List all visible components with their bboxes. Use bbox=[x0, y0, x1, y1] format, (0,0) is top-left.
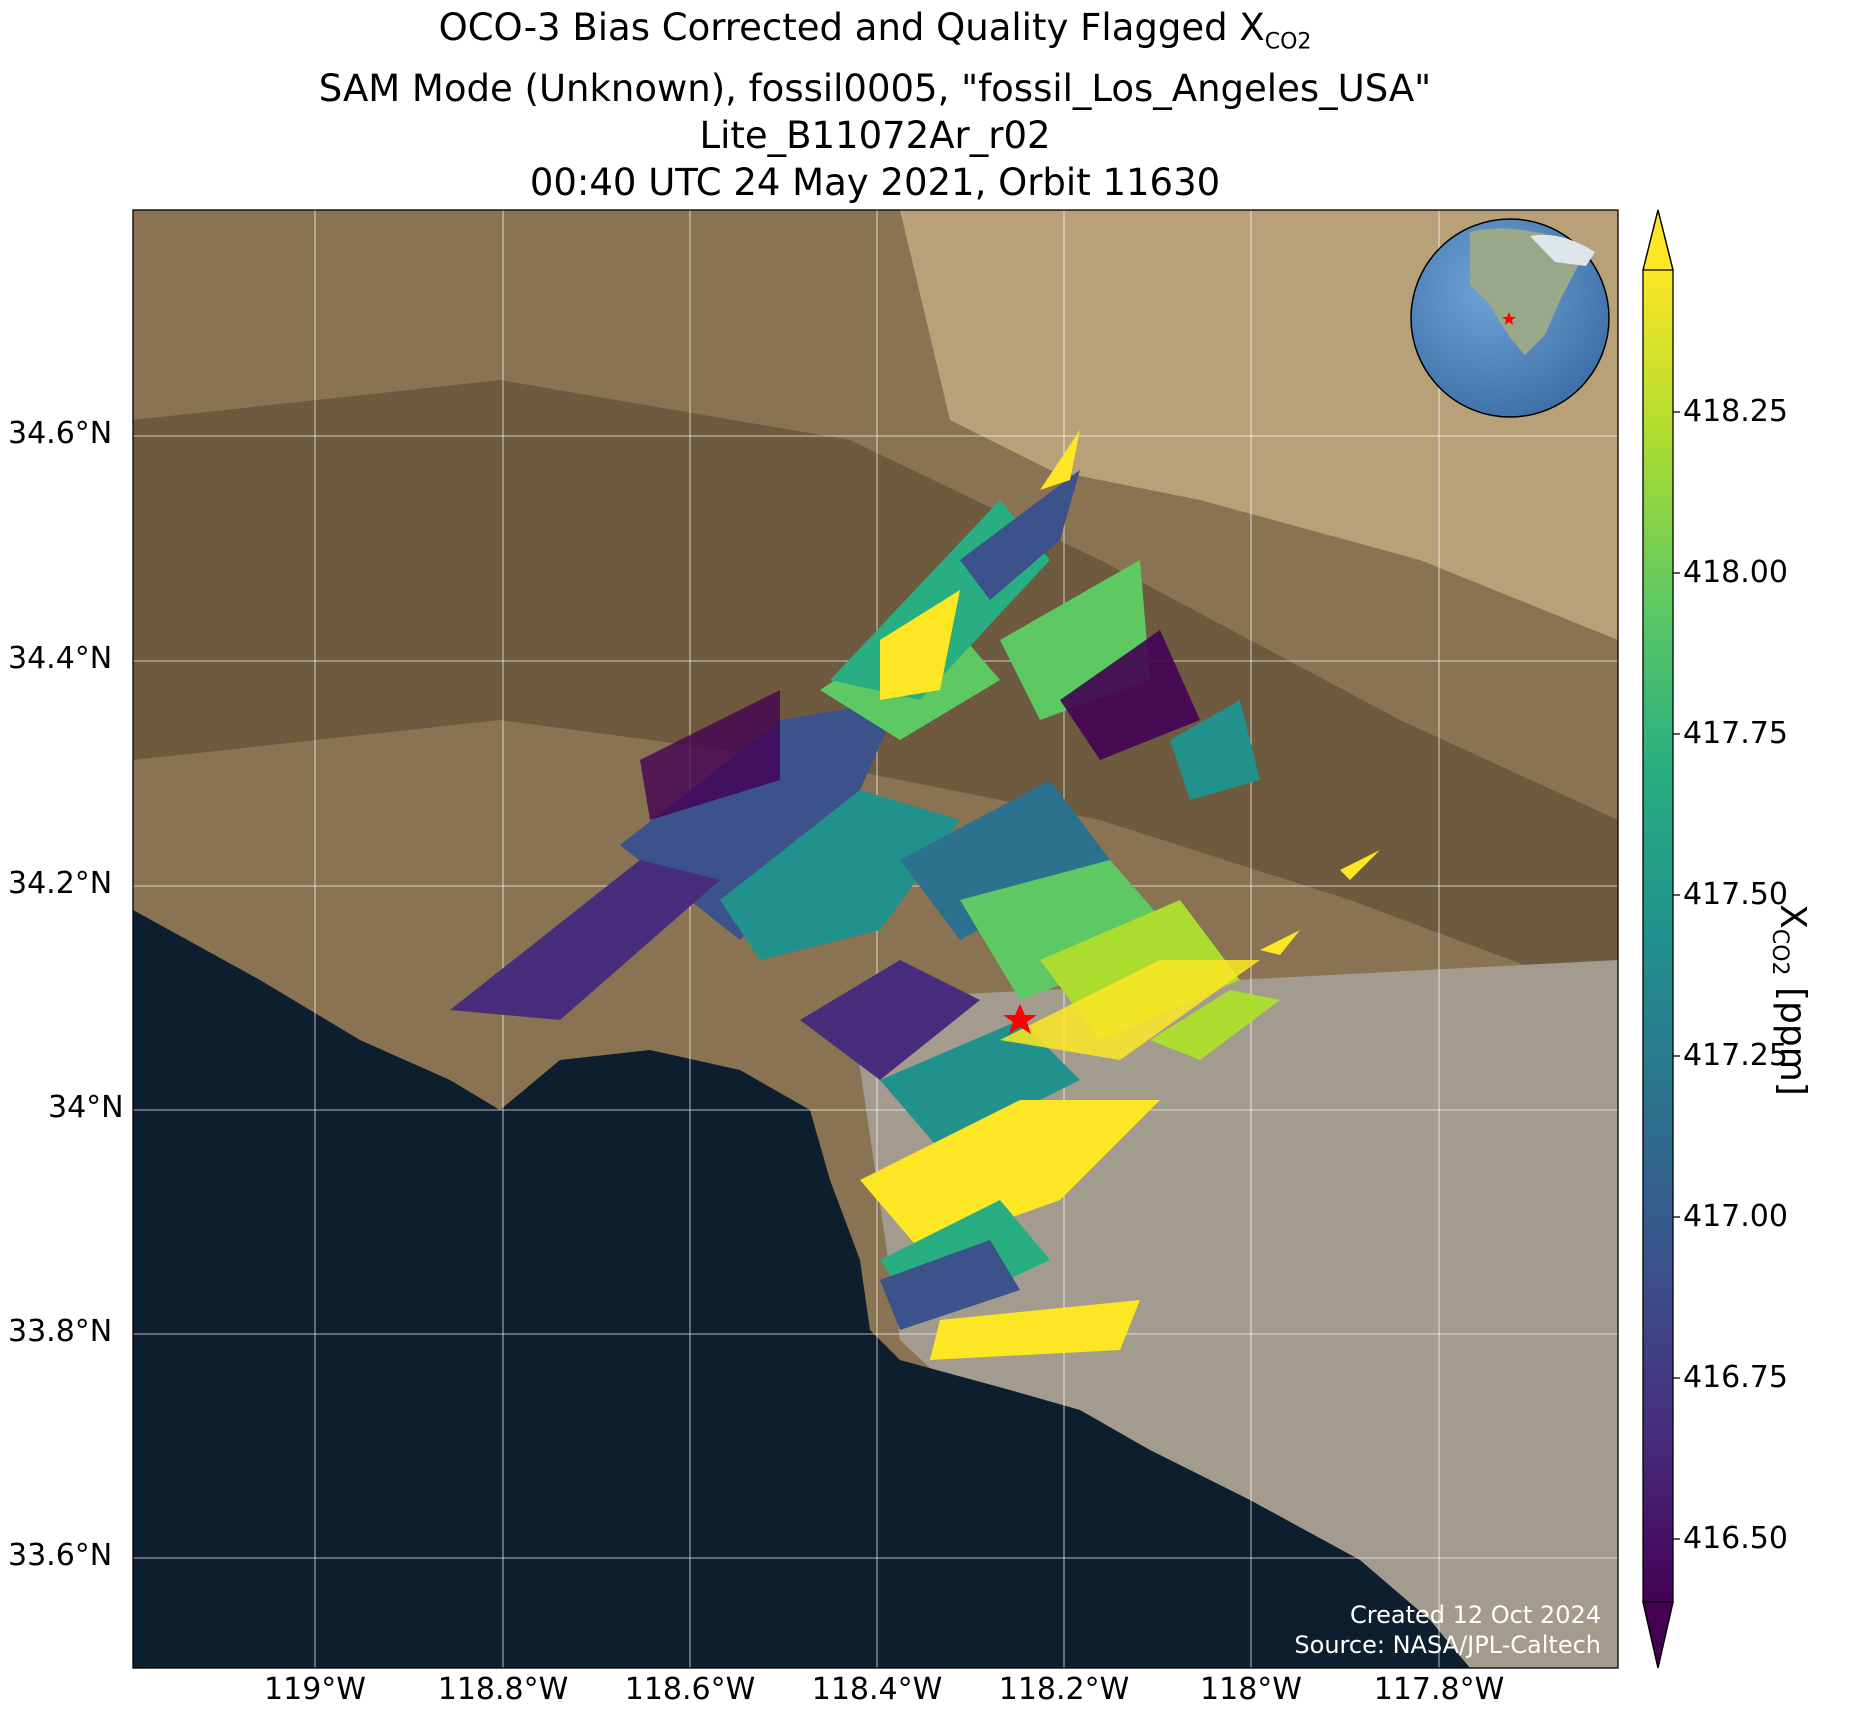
target-star-icon bbox=[1003, 1004, 1037, 1034]
xco2-soundings bbox=[450, 430, 1380, 1360]
title-line-3: Lite_B11072Ar_r02 bbox=[699, 114, 1051, 158]
created-date: Created 12 Oct 2024 bbox=[1350, 1601, 1601, 1629]
colorbar-frame bbox=[1642, 209, 1674, 1669]
colorbar-tick-label: 417.00 bbox=[1683, 1199, 1788, 1234]
lat-tick-label: 33.8°N bbox=[8, 1314, 113, 1349]
ocean bbox=[133, 910, 1470, 1668]
colorbar bbox=[1642, 209, 1680, 1669]
globe-marker-icon bbox=[1502, 312, 1516, 325]
title-line-2: SAM Mode (Unknown), fossil0005, "fossil_… bbox=[318, 67, 1432, 111]
lat-tick-label: 34.4°N bbox=[8, 641, 113, 676]
source-credit: Source: NASA/JPL-Caltech bbox=[1294, 1631, 1601, 1659]
lon-tick-label: 118.8°W bbox=[437, 1672, 569, 1707]
inset-globe bbox=[1410, 218, 1610, 418]
colorbar-tick-label: 418.00 bbox=[1683, 555, 1788, 590]
colorbar-tick-label: 417.75 bbox=[1683, 716, 1788, 751]
lon-tick-label: 118.6°W bbox=[624, 1672, 756, 1707]
title-line-1: OCO-3 Bias Corrected and Quality Flagged… bbox=[438, 6, 1312, 55]
lon-tick-label: 117.8°W bbox=[1373, 1672, 1505, 1707]
colorbar-tick-label: 418.25 bbox=[1683, 394, 1788, 429]
colorbar-extend-min bbox=[1642, 1601, 1674, 1669]
lon-tick-label: 118°W bbox=[1200, 1672, 1302, 1707]
lon-tick-label: 118.4°W bbox=[811, 1672, 943, 1707]
colorbar-tick-label: 417.25 bbox=[1683, 1038, 1788, 1073]
lon-tick-label: 119°W bbox=[264, 1672, 366, 1707]
colorbar-tick-label: 416.75 bbox=[1683, 1360, 1788, 1395]
lat-tick-label: 33.6°N bbox=[8, 1538, 113, 1573]
plot-title: OCO-3 Bias Corrected and Quality Flagged… bbox=[130, 4, 1620, 206]
title-line-4: 00:40 UTC 24 May 2021, Orbit 11630 bbox=[529, 161, 1221, 205]
lat-tick-label: 34°N bbox=[48, 1090, 124, 1125]
colorbar-title: XCO2 [ppm] bbox=[1766, 904, 1814, 1096]
colorbar-tick-label: 416.50 bbox=[1683, 1521, 1788, 1556]
credits: Created 12 Oct 2024 Source: NASA/JPL-Cal… bbox=[1294, 1600, 1601, 1660]
colorbar-tick-label: 417.50 bbox=[1683, 877, 1788, 912]
lon-tick-label: 118.2°W bbox=[998, 1672, 1130, 1707]
lat-tick-label: 34.2°N bbox=[8, 866, 113, 901]
lat-tick-label: 34.6°N bbox=[8, 416, 113, 451]
colorbar-extend-max bbox=[1642, 209, 1674, 271]
colorbar-gradient bbox=[1643, 270, 1673, 1602]
basemap bbox=[133, 210, 1618, 1668]
map-frame bbox=[132, 209, 1619, 1669]
